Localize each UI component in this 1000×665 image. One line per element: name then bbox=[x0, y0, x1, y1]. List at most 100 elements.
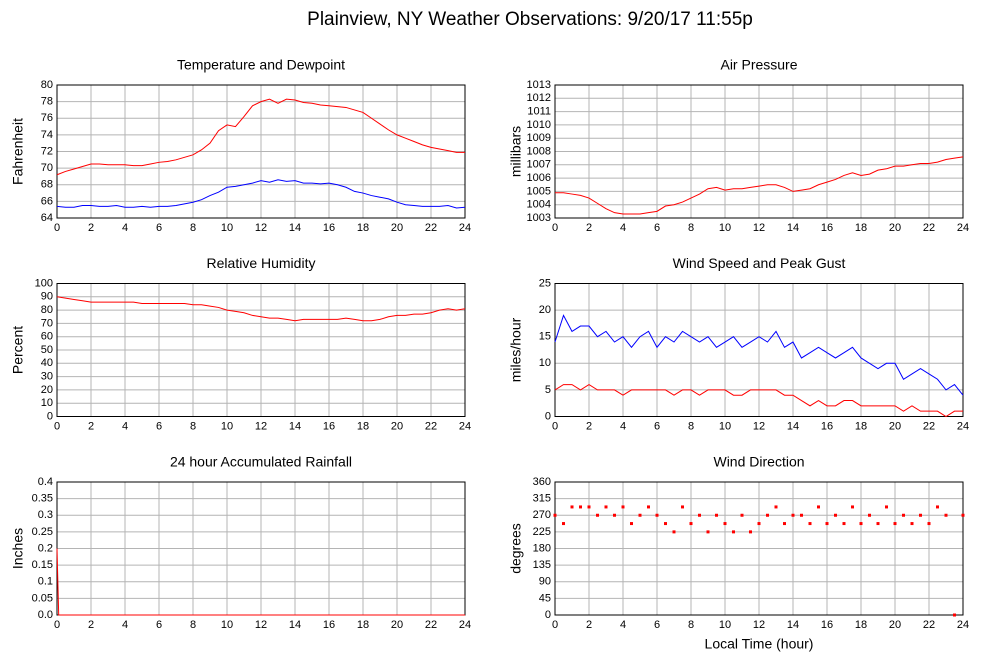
x-tick-label: 0 bbox=[54, 619, 60, 631]
data-point bbox=[706, 530, 710, 534]
y-tick-label: 60 bbox=[41, 331, 53, 343]
y-axis-label: degrees bbox=[508, 523, 524, 574]
y-tick-label: 0.3 bbox=[38, 509, 53, 521]
y-axis-label: Percent bbox=[10, 326, 26, 374]
y-tick-label: 0.2 bbox=[38, 542, 53, 554]
x-tick-label: 10 bbox=[221, 222, 233, 234]
x-tick-label: 16 bbox=[323, 619, 335, 631]
x-tick-label: 16 bbox=[821, 619, 833, 631]
data-point bbox=[681, 505, 684, 509]
y-axis-label: miles/hour bbox=[508, 317, 524, 382]
data-point bbox=[740, 513, 744, 517]
chart-title: Relative Humidity bbox=[207, 255, 316, 271]
x-tick-label: 12 bbox=[255, 420, 267, 432]
chart-title: Wind Speed and Peak Gust bbox=[673, 255, 846, 271]
y-tick-label: 180 bbox=[533, 542, 551, 554]
x-tick-label: 22 bbox=[425, 420, 437, 432]
data-point bbox=[579, 505, 582, 509]
y-tick-label: 1006 bbox=[527, 172, 551, 184]
data-point bbox=[961, 513, 965, 517]
x-tick-label: 10 bbox=[221, 619, 233, 631]
x-tick-label: 12 bbox=[753, 222, 765, 234]
data-line bbox=[56, 179, 466, 209]
x-tick-label: 14 bbox=[289, 619, 301, 631]
x-tick-label: 24 bbox=[957, 619, 969, 631]
y-tick-label: 90 bbox=[41, 291, 53, 303]
y-tick-label: 1007 bbox=[527, 159, 551, 171]
x-tick-label: 14 bbox=[787, 420, 799, 432]
x-tick-label: 0 bbox=[552, 619, 558, 631]
x-tick-label: 0 bbox=[54, 420, 60, 432]
y-axis-label: Fahrenheit bbox=[10, 118, 26, 185]
y-tick-label: 15 bbox=[539, 331, 551, 343]
data-line bbox=[555, 156, 964, 215]
y-tick-label: 78 bbox=[41, 96, 53, 108]
data-point bbox=[885, 505, 888, 509]
x-tick-label: 2 bbox=[88, 420, 94, 432]
data-point bbox=[621, 505, 625, 509]
x-tick-label: 12 bbox=[255, 619, 267, 631]
y-tick-label: 135 bbox=[533, 559, 551, 571]
data-point bbox=[868, 513, 871, 517]
x-tick-label: 16 bbox=[323, 420, 335, 432]
data-point bbox=[553, 513, 557, 517]
data-point bbox=[655, 513, 659, 517]
data-point bbox=[791, 513, 795, 517]
x-tick-label: 0 bbox=[552, 222, 558, 234]
plot-frame bbox=[554, 481, 964, 616]
y-tick-label: 1008 bbox=[527, 145, 551, 157]
y-tick-label: 50 bbox=[41, 344, 53, 356]
data-point bbox=[715, 513, 718, 517]
y-tick-label: 0.05 bbox=[32, 592, 53, 604]
x-tick-label: 10 bbox=[719, 222, 731, 234]
y-tick-label: 0 bbox=[545, 410, 551, 422]
data-point bbox=[766, 513, 769, 517]
plot-frame bbox=[554, 283, 964, 417]
y-tick-label: 10 bbox=[41, 397, 53, 409]
data-point bbox=[944, 513, 948, 517]
y-tick-label: 74 bbox=[41, 129, 53, 141]
x-tick-label: 20 bbox=[391, 420, 403, 432]
x-tick-label: 6 bbox=[654, 222, 660, 234]
data-point bbox=[774, 505, 778, 509]
data-point bbox=[732, 530, 735, 534]
data-point bbox=[859, 522, 863, 526]
y-axis-label: millibars bbox=[508, 126, 524, 177]
y-tick-label: 25 bbox=[539, 277, 551, 289]
x-tick-label: 0 bbox=[54, 222, 60, 234]
x-tick-label: 4 bbox=[620, 420, 626, 432]
data-point bbox=[953, 613, 956, 617]
data-point bbox=[936, 505, 939, 509]
data-point bbox=[630, 522, 633, 526]
data-point bbox=[876, 522, 880, 526]
y-tick-label: 72 bbox=[41, 145, 53, 157]
y-tick-label: 1012 bbox=[527, 92, 551, 104]
x-tick-label: 22 bbox=[923, 222, 935, 234]
x-tick-label: 2 bbox=[586, 420, 592, 432]
x-tick-label: 8 bbox=[688, 619, 694, 631]
x-tick-label: 22 bbox=[923, 619, 935, 631]
x-tick-label: 6 bbox=[156, 222, 162, 234]
y-tick-label: 80 bbox=[41, 304, 53, 316]
x-tick-label: 20 bbox=[391, 222, 403, 234]
data-point bbox=[927, 522, 931, 526]
data-point bbox=[808, 522, 812, 526]
data-line bbox=[56, 296, 466, 322]
chart-title: 24 hour Accumulated Rainfall bbox=[170, 454, 352, 470]
x-tick-label: 6 bbox=[156, 619, 162, 631]
x-tick-label: 12 bbox=[753, 420, 765, 432]
x-tick-label: 24 bbox=[459, 619, 471, 631]
x-tick-label: 8 bbox=[688, 420, 694, 432]
y-tick-label: 1009 bbox=[527, 132, 551, 144]
x-tick-label: 18 bbox=[357, 222, 369, 234]
y-tick-label: 80 bbox=[41, 79, 53, 91]
x-tick-label: 20 bbox=[889, 222, 901, 234]
data-point bbox=[587, 505, 591, 509]
x-tick-label: 2 bbox=[88, 222, 94, 234]
y-tick-label: 1004 bbox=[527, 199, 551, 211]
data-point bbox=[800, 513, 803, 517]
x-tick-label: 24 bbox=[957, 420, 969, 432]
